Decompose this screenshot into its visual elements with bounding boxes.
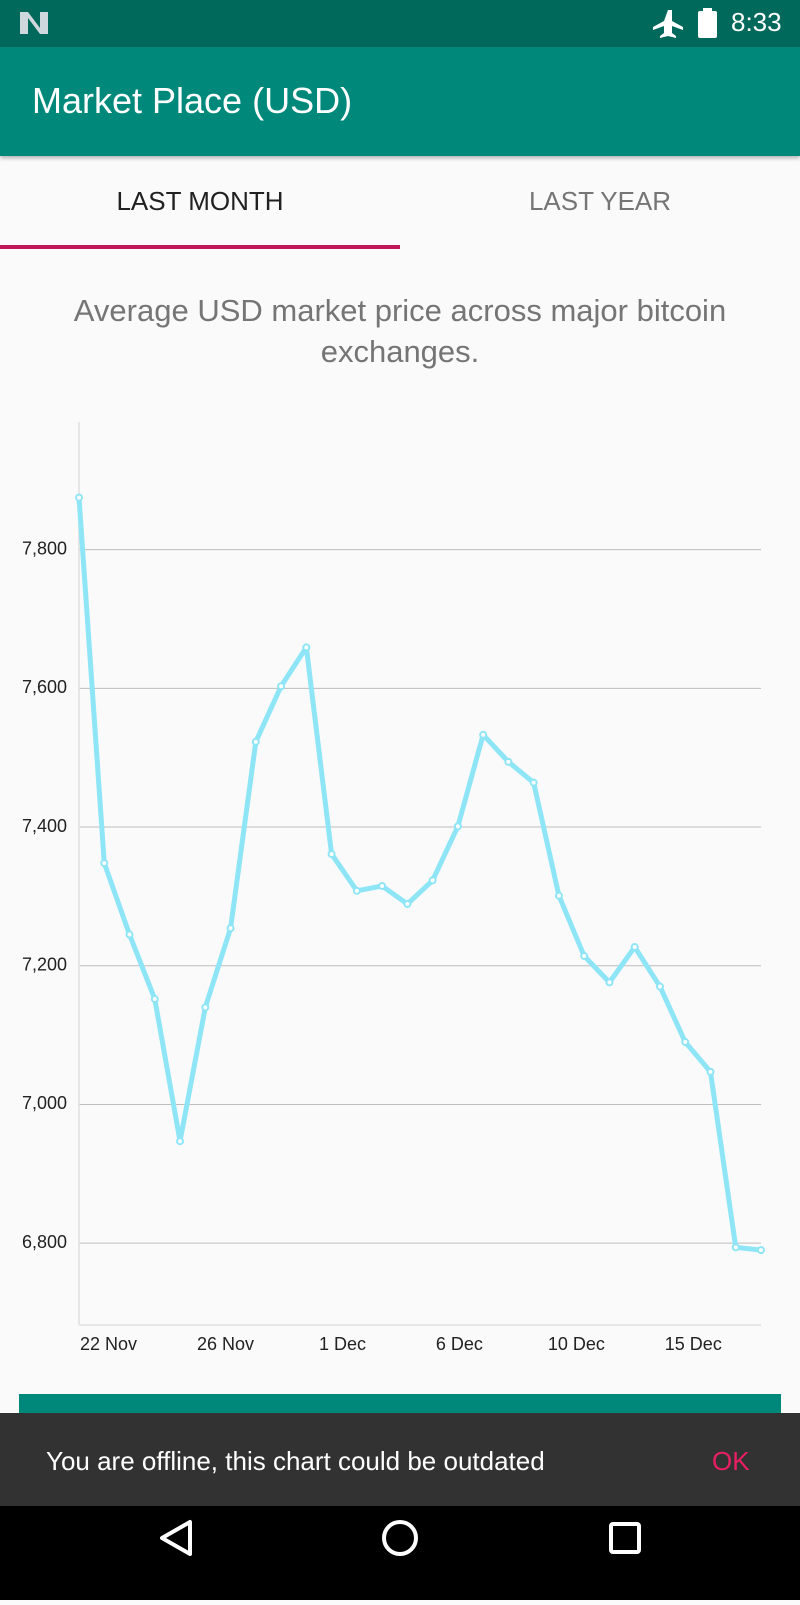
point: [150, 995, 159, 1004]
nav-icons: [160, 1520, 641, 1556]
battery-icon: [698, 11, 717, 38]
point: [605, 978, 614, 987]
nav-bar: [0, 1506, 800, 1600]
point: [757, 1246, 765, 1255]
point: [201, 1003, 210, 1012]
point: [403, 900, 412, 909]
x-tick-label: 10 Dec: [548, 1334, 605, 1354]
point: [479, 730, 488, 739]
point: [277, 682, 286, 691]
chart-title: Average USD market price across major bi…: [73, 293, 727, 369]
point: [428, 876, 437, 885]
point: [554, 891, 563, 900]
x-tick-label: 26 Nov: [197, 1334, 254, 1354]
point: [681, 1038, 690, 1047]
point: [580, 952, 589, 961]
point: [529, 778, 538, 787]
airplane-icon: [653, 10, 683, 38]
x-tick-label: 6 Dec: [436, 1334, 483, 1354]
point: [176, 1137, 185, 1146]
point: [75, 493, 83, 502]
x-tick-label: 22 Nov: [80, 1334, 137, 1354]
snackbar-message: You are offline, this chart could be out…: [46, 1446, 545, 1476]
y-tick-label: 7,600: [22, 677, 67, 697]
y-tick-label: 7,400: [22, 816, 67, 836]
status-icons: 8:33: [20, 7, 782, 38]
point: [327, 850, 336, 859]
snackbar-action[interactable]: OK: [712, 1446, 750, 1476]
point: [453, 822, 462, 831]
tab[interactable]: LAST MONTH: [116, 186, 284, 216]
back-button[interactable]: [160, 1520, 192, 1556]
point: [378, 881, 387, 890]
y-tick-label: 7,200: [22, 954, 67, 974]
snackbar: [0, 1413, 800, 1506]
y-tick-label: 6,800: [22, 1232, 67, 1252]
x-tick-label: 15 Dec: [665, 1334, 722, 1354]
point: [302, 643, 311, 652]
point: [352, 886, 361, 895]
notification-icon: [20, 12, 48, 34]
point: [504, 757, 513, 766]
point: [125, 930, 134, 939]
point: [100, 859, 109, 868]
y-tick-label: 7,000: [22, 1093, 67, 1113]
line: [76, 497, 762, 1253]
recents-button[interactable]: [609, 1522, 641, 1554]
clock: 8:33: [731, 7, 782, 37]
app-bar: [0, 47, 800, 156]
point: [655, 982, 664, 991]
app-title: Market Place (USD): [32, 80, 353, 121]
tab-indicator: [0, 245, 400, 249]
point: [706, 1067, 715, 1076]
point: [251, 737, 260, 746]
y-tick-label: 7,800: [22, 538, 67, 558]
status-bar: 8:33: [0, 0, 800, 47]
point: [630, 943, 639, 952]
point: [731, 1243, 740, 1252]
battery-tip: [703, 8, 712, 12]
point: [226, 924, 235, 933]
home-button[interactable]: [382, 1520, 418, 1556]
tab[interactable]: LAST YEAR: [528, 186, 672, 216]
chart: 6,800 7,000 7,200 7,400 7,600 7,800 22 Nov 26 N…: [22, 422, 765, 1354]
x-tick-label: 1 Dec: [319, 1334, 366, 1354]
